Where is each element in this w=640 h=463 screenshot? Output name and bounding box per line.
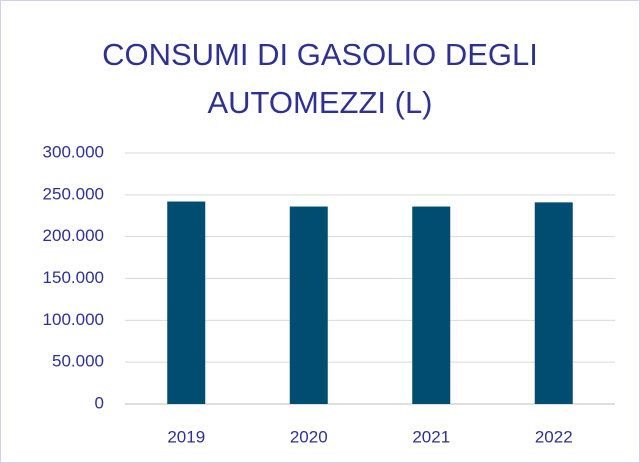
bar [412, 206, 451, 404]
x-tick-label: 2020 [290, 427, 328, 446]
bar [289, 206, 328, 404]
y-tick-label: 150.000 [43, 268, 104, 287]
y-tick-label: 200.000 [43, 226, 104, 245]
y-tick-label: 50.000 [52, 352, 104, 371]
y-tick-label: 300.000 [43, 142, 104, 161]
bar [167, 201, 206, 404]
y-tick-label: 100.000 [43, 310, 104, 329]
y-tick-label: 0 [95, 393, 104, 412]
bar [534, 202, 573, 404]
x-tick-label: 2022 [535, 427, 573, 446]
y-tick-label: 250.000 [43, 184, 104, 203]
x-tick-label: 2021 [412, 427, 450, 446]
chart-title: CONSUMI DI GASOLIO DEGLI AUTOMEZZI (L) [102, 37, 538, 120]
title-box: CONSUMI DI GASOLIO DEGLI AUTOMEZZI (L) [1, 31, 639, 127]
x-tick-label: 2019 [167, 427, 205, 446]
